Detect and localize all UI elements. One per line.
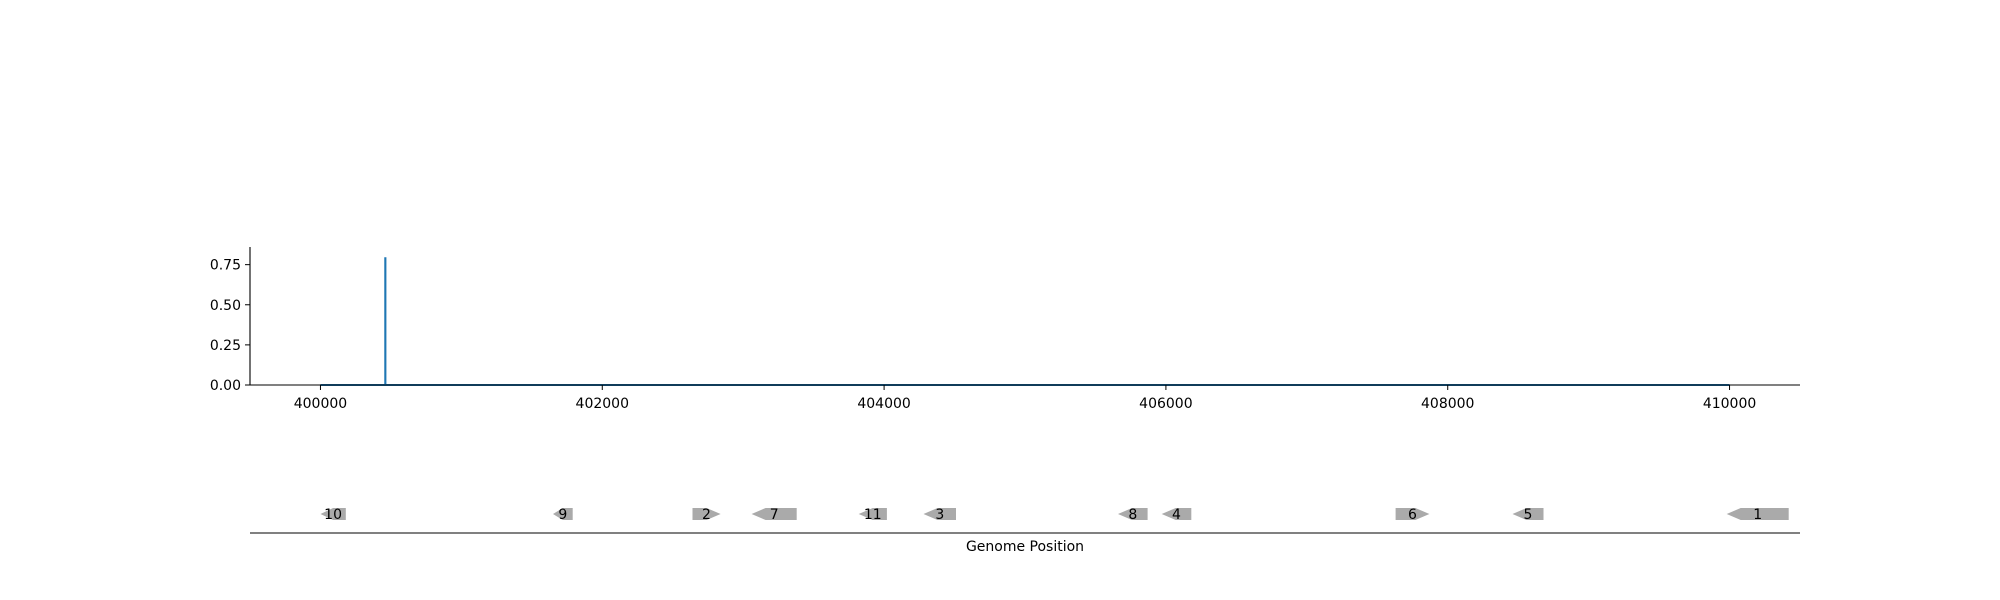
gene-arrow-4	[1161, 508, 1192, 520]
gene-arrow-9	[553, 508, 573, 520]
gene-track: 10 9 2 7 11 3 8 4 6 5 1 Genome Position	[250, 507, 1800, 555]
gene-arrow-3	[923, 508, 956, 520]
gene-label-5: 5	[1524, 507, 1533, 523]
x-tick-label: 410000	[1703, 396, 1756, 412]
coverage-x-ticks: 400000 402000 404000 406000 408000 410000	[294, 385, 1756, 412]
gene-label-1: 1	[1753, 507, 1762, 523]
gene-arrow-8	[1118, 508, 1148, 520]
gene-arrow-5	[1512, 508, 1544, 520]
gene-label-4: 4	[1172, 507, 1181, 523]
gene-label-11: 11	[864, 507, 882, 523]
gene-arrow-11	[858, 508, 887, 520]
y-tick-label: 0.25	[210, 338, 241, 354]
x-tick-label: 404000	[857, 396, 910, 412]
gene-label-10: 10	[324, 507, 342, 523]
gene-arrow-2	[692, 508, 721, 520]
y-tick-label: 0.50	[210, 298, 241, 314]
gene-arrow-10	[320, 508, 346, 520]
gene-label-3: 3	[935, 507, 944, 523]
gene-arrow-6	[1395, 508, 1430, 520]
x-tick-label: 406000	[1139, 396, 1192, 412]
x-tick-label: 408000	[1421, 396, 1474, 412]
gene-label-2: 2	[702, 507, 711, 523]
gene-arrow-7	[751, 508, 797, 520]
coverage-y-ticks: 0.00 0.25 0.50 0.75	[210, 258, 250, 394]
gene-label-6: 6	[1408, 507, 1417, 523]
gene-track-xlabel: Genome Position	[966, 539, 1084, 555]
gene-label-9: 9	[558, 507, 567, 523]
x-tick-label: 402000	[576, 396, 629, 412]
coverage-plot: 0.00 0.25 0.50 0.75 400000 402000 404000 40600…	[210, 247, 1800, 412]
x-tick-label: 400000	[294, 396, 347, 412]
gene-arrow-1	[1726, 508, 1789, 520]
gene-label-8: 8	[1128, 507, 1137, 523]
gene-label-7: 7	[770, 507, 779, 523]
gene-arrows-group: 10 9 2 7 11 3 8 4 6 5 1	[320, 507, 1789, 523]
coverage-series-line-0	[320, 257, 1730, 386]
y-tick-label: 0.75	[210, 258, 241, 274]
coverage-series-group	[320, 257, 1730, 386]
y-tick-label: 0.00	[210, 378, 241, 394]
